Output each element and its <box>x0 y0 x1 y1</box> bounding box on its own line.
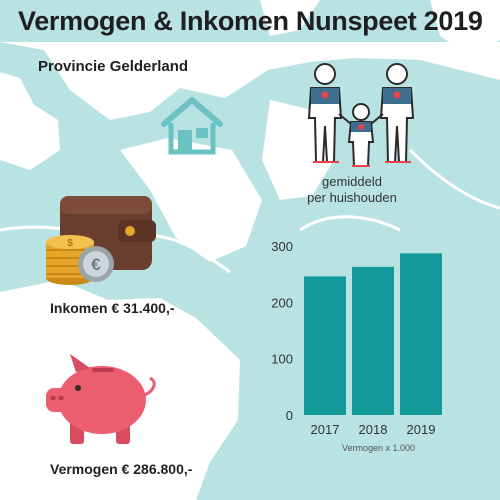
page-title: Vermogen & Inkomen Nunspeet 2019 <box>18 6 483 36</box>
y-tick-label: 100 <box>271 352 293 367</box>
x-tick-label: 2018 <box>359 422 388 437</box>
y-tick-label: 0 <box>286 408 293 423</box>
chart-unit-note: Vermogen x 1.000 <box>342 443 416 453</box>
euro-coin-icon: € <box>78 246 114 282</box>
wallet-icon: $ € <box>46 196 156 285</box>
wealth-label: Vermogen € 286.800,- <box>50 461 193 477</box>
y-tick-label: 200 <box>271 295 293 310</box>
bar-2017 <box>304 276 346 415</box>
x-tick-label: 2019 <box>407 422 436 437</box>
house-icon <box>161 97 223 155</box>
svg-text:€: € <box>91 255 101 274</box>
piggy-bank-icon <box>46 354 156 444</box>
caption-line-2: per huishouden <box>307 190 397 205</box>
income-label: Inkomen € 31.400,- <box>50 300 175 316</box>
bar-2019 <box>400 253 442 415</box>
caption-line-1: gemiddeld <box>322 174 382 189</box>
svg-text:$: $ <box>67 238 73 249</box>
bar-2018 <box>352 266 394 415</box>
x-tick-label: 2017 <box>311 422 340 437</box>
family-icon <box>307 63 415 167</box>
y-tick-label: 300 <box>271 239 293 254</box>
family-caption: gemiddeld per huishouden <box>292 174 412 206</box>
page-subtitle: Provincie Gelderland <box>38 58 189 75</box>
